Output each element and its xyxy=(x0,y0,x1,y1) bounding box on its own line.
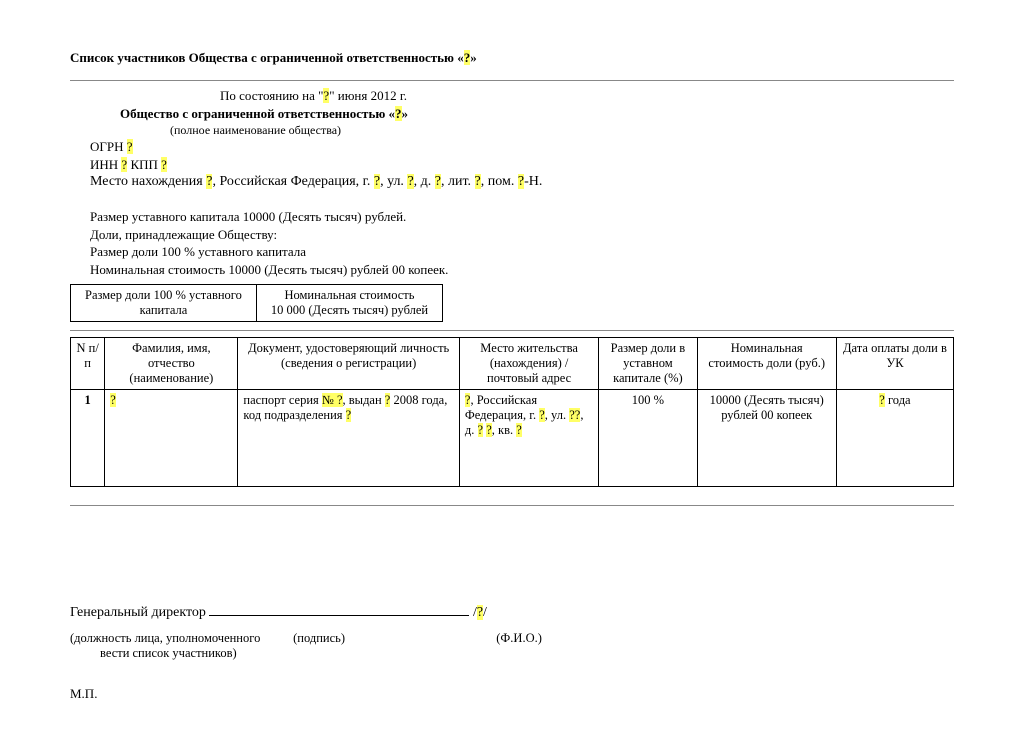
cell-nominal: 10000 (Десять тысяч) рублей 00 копеек xyxy=(697,390,836,487)
cell-date: ? года xyxy=(836,390,953,487)
table-row: 1 ? паспорт серия № ?, выдан ? 2008 года… xyxy=(71,390,954,487)
summary-cell-nominal: Номинальная стоимость10 000 (Десять тыся… xyxy=(256,285,442,322)
divider-mid xyxy=(70,330,954,331)
th-n: N п/п xyxy=(71,338,105,390)
document-title: Список участников Общества с ограниченно… xyxy=(70,50,954,66)
th-nom: Номинальная стоимость доли (руб.) xyxy=(697,338,836,390)
header-block: По состоянию на "?" июня 2012 г. Обществ… xyxy=(70,87,954,278)
slash-close: / xyxy=(483,605,487,620)
th-doc: Документ, удостоверяющий личность (сведе… xyxy=(238,338,459,390)
nominal-line: Номинальная стоимость 10000 (Десять тыся… xyxy=(90,261,954,279)
summary-table: Размер доли 100 % уставногокапитала Номи… xyxy=(70,284,443,322)
entity-name: Общество с ограниченной ответственностью… xyxy=(90,105,954,123)
signature-line xyxy=(209,601,469,616)
cell-share: 100 % xyxy=(599,390,697,487)
shares-line: Доли, принадлежащие Обществу: xyxy=(90,226,954,244)
participants-table: N п/п Фамилия, имя, отчество (наименован… xyxy=(70,337,954,487)
cell-n: 1 xyxy=(71,390,105,487)
cell-doc: паспорт серия № ?, выдан ? 2008 года, ко… xyxy=(238,390,459,487)
table-header-row: N п/п Фамилия, имя, отчество (наименован… xyxy=(71,338,954,390)
location-line: Место нахождения ?, Российская Федерация… xyxy=(90,173,954,192)
th-fio: Фамилия, имя, отчество (наименование) xyxy=(105,338,238,390)
stamp-mark: М.П. xyxy=(70,686,954,702)
divider-bottom xyxy=(70,505,954,506)
divider-top xyxy=(70,80,954,81)
cell-fio: ? xyxy=(105,390,238,487)
cell-addr: ?, Российская Федерация, г. ?, ул. ??, д… xyxy=(459,390,598,487)
as-of-line: По состоянию на "?" июня 2012 г. xyxy=(90,87,954,105)
share-size-line: Размер доли 100 % уставного капитала xyxy=(90,243,954,261)
signature-block: Генеральный директор /?/ (должность лица… xyxy=(70,601,954,702)
ogrn-line: ОГРН ? xyxy=(90,138,954,156)
capital-line: Размер уставного капитала 10000 (Десять … xyxy=(90,208,954,226)
signature-notes: (должность лица, уполномоченного (подпис… xyxy=(70,631,954,661)
summary-cell-share: Размер доли 100 % уставногокапитала xyxy=(71,285,257,322)
th-share: Размер доли в уставном капитале (%) xyxy=(599,338,697,390)
th-date: Дата оплаты доли в УК xyxy=(836,338,953,390)
th-addr: Место жительства (нахождения) / почтовый… xyxy=(459,338,598,390)
inn-kpp-line: ИНН ? КПП ? xyxy=(90,156,954,174)
position-label: Генеральный директор xyxy=(70,605,206,620)
full-name-note: (полное наименование общества) xyxy=(90,122,954,138)
